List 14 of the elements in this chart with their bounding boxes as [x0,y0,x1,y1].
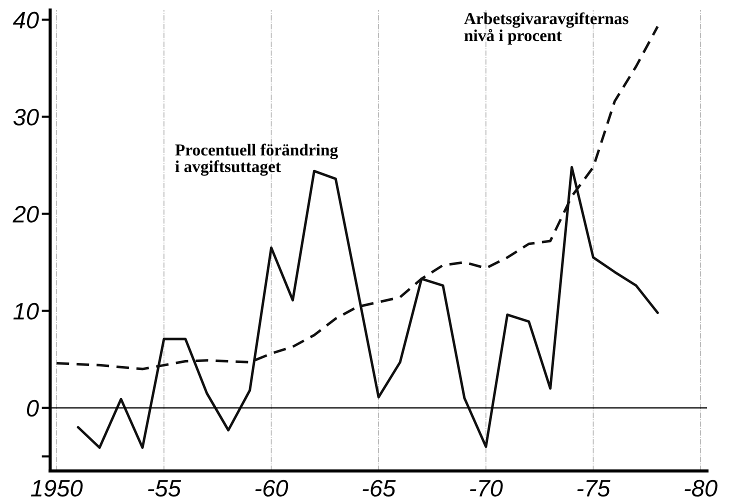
x-tick-label: -75 [577,480,610,497]
y-tick-label: 0 [26,400,39,417]
x-tick-label: -55 [148,480,182,497]
y-tick-label: 30 [13,108,39,126]
x-tick-label: -65 [362,480,396,497]
y-tick-label: 10 [13,302,39,320]
y-tick-label: 40 [12,12,39,29]
x-tick-label: -60 [255,480,288,497]
annotation: Arbetsgivaravgifternas nivå i procent [464,12,628,45]
y-tick-label: 20 [12,206,39,223]
x-tick-label: -80 [684,480,718,497]
x-tick-label: -70 [470,480,503,497]
x-tick-label: 1950 [30,480,83,497]
annotation: Procentuell förändring i avgiftsuttaget [175,144,338,176]
